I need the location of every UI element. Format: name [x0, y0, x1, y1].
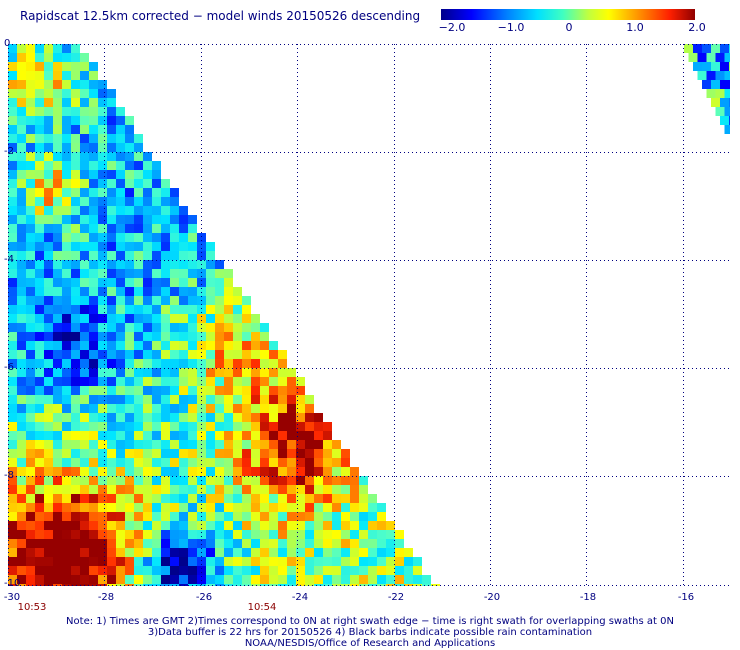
colorbar-label-pos2: 2.0 [688, 21, 706, 34]
y-tick-label: -6 [4, 362, 14, 373]
colorbar-label-neg2: −2.0 [438, 21, 466, 34]
colorbar-label-zero: 0 [565, 21, 573, 34]
time-label: 10:53 [17, 602, 47, 613]
x-tick-label: -26 [195, 592, 213, 603]
colorbar-label-pos1: 1.0 [626, 21, 644, 34]
y-tick-label: -2 [4, 146, 14, 157]
x-tick-label: -24 [291, 592, 309, 603]
time-label: 10:54 [247, 602, 277, 613]
x-tick-label: -20 [483, 592, 501, 603]
colorbar [441, 9, 695, 20]
wind-difference-map [8, 44, 730, 586]
swath-cells [8, 44, 730, 586]
x-tick-label: -16 [677, 592, 695, 603]
note-line: NOAA/NESDIS/Office of Research and Appli… [244, 638, 496, 649]
map-title: Rapidscat 12.5km corrected − model winds… [20, 9, 421, 23]
map-canvas [8, 44, 730, 586]
colorbar-label-neg1: −1.0 [497, 21, 525, 34]
note-line: Note: 1) Times are GMT 2)Times correspon… [66, 616, 674, 627]
y-tick-label: 0 [4, 38, 11, 49]
x-tick-label: -28 [97, 592, 115, 603]
y-tick-label: -8 [4, 470, 14, 481]
y-tick-label: -4 [4, 254, 14, 265]
y-tick-label: -10 [4, 578, 21, 589]
x-tick-label: -18 [579, 592, 597, 603]
footer-notes: Note: 1) Times are GMT 2)Times correspon… [0, 616, 740, 649]
x-tick-label: -30 [3, 592, 21, 603]
note-line: 3)Data buffer is 22 hrs for 20150526 4) … [147, 627, 593, 638]
x-tick-label: -22 [387, 592, 405, 603]
grid-lines [8, 44, 730, 586]
